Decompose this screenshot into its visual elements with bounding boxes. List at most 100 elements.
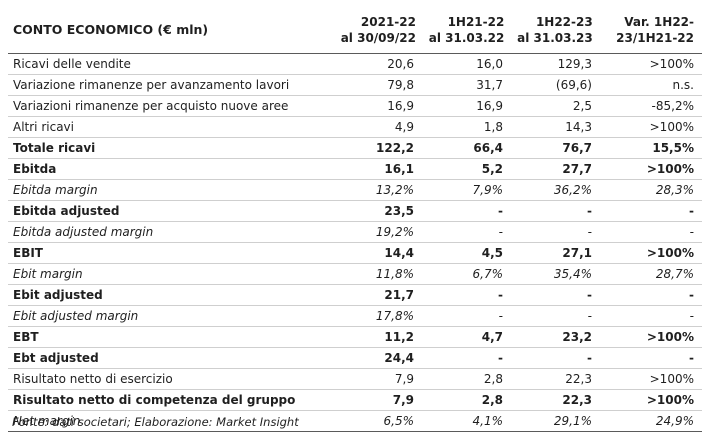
header-col-2021-22: 2021-22 al 30/09/22	[325, 6, 422, 53]
header-title: CONTO ECONOMICO (€ mln)	[13, 21, 209, 37]
row-value: 76,7	[562, 141, 592, 155]
row-value: 17,8%	[375, 309, 414, 323]
row-value: -	[498, 309, 503, 323]
row-value: 28,7%	[655, 267, 694, 281]
row-value: -	[587, 309, 592, 323]
row-value: 16,1	[384, 162, 414, 176]
header-col-3-line1: 1H22-23	[535, 14, 593, 29]
row-value: 16,9	[476, 99, 503, 113]
row-value: 122,2	[376, 141, 414, 155]
row-value: 11,8%	[375, 267, 414, 281]
row-label: Ebitda margin	[13, 183, 98, 197]
row-value: 7,9%	[472, 183, 504, 197]
row-value: 23,5	[384, 204, 414, 218]
row-value: -	[498, 351, 503, 365]
table-row: Ricavi delle vendite 20,6 16,0 129,3 >100%	[8, 54, 702, 75]
row-value: -	[587, 351, 592, 365]
table-row: Risultato netto di esercizio 7,9 2,8 22,3 >1…	[8, 369, 702, 390]
header-col-4-line1: Var. 1H22-	[624, 14, 694, 29]
row-value: 28,3%	[655, 183, 694, 197]
row-value: 7,9	[394, 372, 414, 386]
row-label: Ebitda	[13, 162, 57, 176]
table-row: Variazioni rimanenze per acquisto nuove …	[8, 96, 702, 117]
row-value: 22,3	[562, 393, 592, 407]
row-value: 14,4	[384, 246, 414, 260]
row-label: Variazioni rimanenze per acquisto nuove …	[13, 99, 289, 113]
row-value: 2,8	[483, 372, 503, 386]
table-row: Net margin 6,5% 4,1% 29,1% 24,9%	[8, 411, 702, 432]
row-value: >100%	[649, 120, 694, 134]
row-label: Ebitda adjusted margin	[13, 225, 154, 239]
row-value: 23,2	[562, 330, 592, 344]
row-value: 129,3	[557, 57, 592, 71]
row-value: >100%	[649, 57, 694, 71]
row-value: 14,3	[565, 120, 592, 134]
table-header: CONTO ECONOMICO (€ mln) 2021-22 al 30/09…	[8, 6, 702, 54]
row-value: -	[689, 204, 694, 218]
row-label: Variazione rimanenze per avanzamento lav…	[13, 78, 290, 92]
row-value: 22,3	[565, 372, 592, 386]
row-value: >100%	[649, 372, 694, 386]
header-col-1-line2: al 30/09/22	[340, 30, 416, 45]
table-row: Ebitda adjusted 23,5 - - -	[8, 201, 702, 222]
row-value: >100%	[646, 246, 694, 260]
row-value: 16,0	[476, 57, 503, 71]
table-row: Risultato netto di competenza del gruppo…	[8, 390, 702, 411]
table-row: Ebitda adjusted margin 19,2% - - -	[8, 222, 702, 243]
row-value: 4,1%	[472, 414, 504, 428]
row-value: 5,2	[481, 162, 503, 176]
table-row: Variazione rimanenze per avanzamento lav…	[8, 75, 702, 96]
row-value: 2,5	[572, 99, 592, 113]
row-value: 35,4%	[553, 267, 592, 281]
row-value: 15,5%	[652, 141, 694, 155]
row-value: 79,8	[387, 78, 414, 92]
row-value: 29,1%	[553, 414, 592, 428]
table-row: Ebit margin 11,8% 6,7% 35,4% 28,7%	[8, 264, 702, 285]
row-value: -	[587, 225, 592, 239]
row-value: 27,1	[562, 246, 592, 260]
row-value: >100%	[646, 393, 694, 407]
row-value: 4,9	[394, 120, 414, 134]
row-value: -	[689, 309, 694, 323]
row-value: 6,7%	[472, 267, 504, 281]
row-value: >100%	[646, 330, 694, 344]
row-value: >100%	[646, 162, 694, 176]
row-value: -	[689, 225, 694, 239]
row-value: 24,4	[384, 351, 414, 365]
row-value: (69,6)	[555, 78, 592, 92]
row-value: -	[587, 204, 592, 218]
header-col-1h22-23: 1H22-23 al 31.03.23	[510, 6, 598, 53]
table-row: Ebit adjusted 21,7 - - -	[8, 285, 702, 306]
header-col-1-line1: 2021-22	[360, 14, 416, 29]
row-value: 11,2	[384, 330, 414, 344]
row-label: Ebit adjusted	[13, 288, 103, 302]
row-label: EBT	[13, 330, 39, 344]
table-row: Ebitda 16,1 5,2 27,7 >100%	[8, 159, 702, 180]
row-value: 21,7	[384, 288, 414, 302]
row-value: 16,9	[387, 99, 414, 113]
row-label: Risultato netto di competenza del gruppo	[13, 393, 296, 407]
header-col-2-line1: 1H21-22	[447, 14, 505, 29]
row-label: EBIT	[13, 246, 43, 260]
row-label: Risultato netto di esercizio	[13, 372, 173, 386]
row-value: 20,6	[387, 57, 414, 71]
row-value: 13,2%	[375, 183, 414, 197]
header-col-4-line2: 23/1H21-22	[616, 30, 694, 45]
row-value: 1,8	[483, 120, 503, 134]
row-value: 31,7	[476, 78, 503, 92]
row-value: 7,9	[392, 393, 414, 407]
row-label: Totale ricavi	[13, 141, 96, 155]
source-note: Fonte: dati societari; Elaborazione: Mar…	[12, 415, 299, 429]
header-col-3-line2: al 31.03.23	[517, 30, 593, 45]
table-row: Ebitda margin 13,2% 7,9% 36,2% 28,3%	[8, 180, 702, 201]
header-col-variation: Var. 1H22- 23/1H21-22	[599, 6, 702, 53]
row-value: 4,7	[481, 330, 503, 344]
table-row: Totale ricavi 122,2 66,4 76,7 15,5%	[8, 138, 702, 159]
income-statement-table: CONTO ECONOMICO (€ mln) 2021-22 al 30/09…	[8, 6, 702, 432]
row-value: -	[498, 288, 503, 302]
table-row: EBIT 14,4 4,5 27,1 >100%	[8, 243, 702, 264]
header-col-2-line2: al 31.03.22	[428, 30, 505, 45]
table-row: EBT 11,2 4,7 23,2 >100%	[8, 327, 702, 348]
row-label: Ebt adjusted	[13, 351, 99, 365]
row-value: 19,2%	[375, 225, 414, 239]
